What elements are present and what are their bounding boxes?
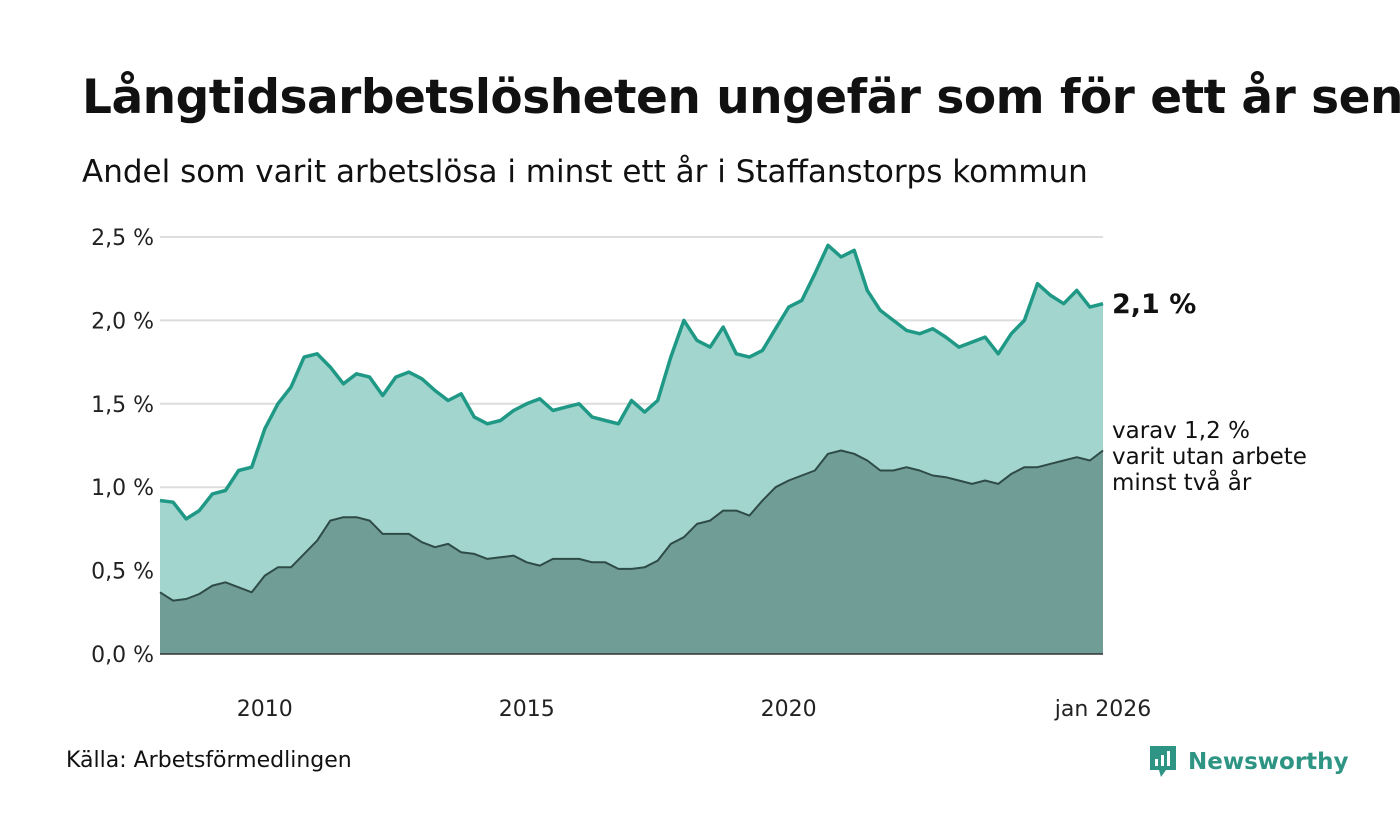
x-tick-label: 2015 <box>499 697 555 722</box>
chart-subtitle: Andel som varit arbetslösa i minst ett å… <box>82 154 1088 190</box>
area-minst-tva-ar <box>160 450 1103 654</box>
y-tick-label: 1,5 % <box>91 393 154 418</box>
x-tick-label: 2020 <box>761 697 817 722</box>
y-tick-label: 2,0 % <box>91 309 154 334</box>
y-tick-label: 1,0 % <box>91 476 154 501</box>
source-text: Källa: Arbetsförmedlingen <box>66 748 352 773</box>
x-axis: 2010 2015 2020 jan 2026 <box>237 697 1151 722</box>
x-tick-label: 2010 <box>237 697 293 722</box>
y-axis: 0,0 % 0,5 % 1,0 % 1,5 % 2,0 % 2,5 % <box>91 226 154 668</box>
y-tick-label: 0,5 % <box>91 560 154 585</box>
line-minst-tva-ar <box>159 449 1104 602</box>
x-tick-label: jan 2026 <box>1054 697 1152 722</box>
end-label-sub-line: varit utan arbete <box>1112 444 1307 470</box>
y-tick-label: 2,5 % <box>91 226 154 251</box>
end-label-sub: varav 1,2 % varit utan arbete minst två år <box>1112 418 1307 496</box>
brand-logo: Newsworthy <box>1148 744 1349 780</box>
y-tick-label: 0,0 % <box>91 643 154 668</box>
end-label-sub-line: minst två år <box>1112 468 1252 496</box>
line-minst-ett-ar <box>159 243 1104 521</box>
end-label-sub-line: varav 1,2 % <box>1112 418 1250 444</box>
chart-title: Långtidsarbetslösheten ungefär som för e… <box>82 70 1400 125</box>
end-label-total: 2,1 % <box>1112 289 1196 320</box>
brand-name: Newsworthy <box>1188 749 1349 775</box>
newsworthy-icon <box>1150 746 1176 777</box>
